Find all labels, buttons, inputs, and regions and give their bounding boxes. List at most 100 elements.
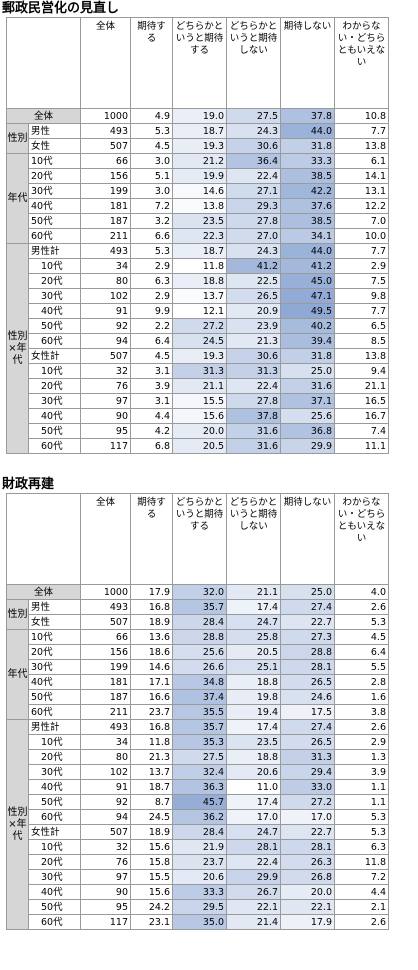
percent-cell: 19.9 <box>172 168 227 184</box>
percent-cell: 28.4 <box>172 614 227 630</box>
percent-cell: 39.4 <box>280 333 335 349</box>
percent-cell: 37.8 <box>226 408 281 424</box>
row-label: 10代 <box>28 629 81 645</box>
count-cell: 32 <box>80 839 131 855</box>
percent-cell: 23.7 <box>130 704 173 720</box>
table-row: 女性 507 18.9 28.4 24.7 22.7 5.3 <box>7 614 389 630</box>
header-row: 全体 期待する どちらかというと期待する どちらかというと期待しない 期待しない わからな… <box>6 17 389 109</box>
row-label: 20代 <box>28 644 81 660</box>
percent-cell: 26.3 <box>280 854 335 870</box>
percent-cell: 7.2 <box>130 198 173 214</box>
percent-cell: 7.7 <box>334 243 389 259</box>
percent-cell: 3.8 <box>334 704 389 720</box>
percent-cell: 21.1 <box>172 378 227 394</box>
percent-cell: 24.7 <box>226 614 281 630</box>
table-row: 30代 102 13.7 32.4 20.6 29.4 3.9 <box>7 764 389 780</box>
row-label: 20代 <box>28 378 81 394</box>
count-cell: 102 <box>80 288 131 304</box>
percent-cell: 8.5 <box>334 333 389 349</box>
table-row: 20代 156 18.6 25.6 20.5 28.8 6.4 <box>7 644 389 660</box>
row-group-label: 性別×年代 <box>6 719 29 930</box>
count-cell: 76 <box>80 854 131 870</box>
percent-cell: 29.3 <box>226 198 281 214</box>
percent-cell: 27.2 <box>172 318 227 334</box>
table-row: 50代 187 3.2 23.5 27.8 38.5 7.0 <box>7 213 389 229</box>
percent-cell: 15.6 <box>130 884 173 900</box>
table-row: 女性計 507 4.5 19.3 30.6 31.8 13.8 <box>7 348 389 364</box>
section-gap <box>0 454 418 476</box>
percent-cell: 14.6 <box>172 183 227 199</box>
table-row: 60代 211 23.7 35.5 19.4 17.5 3.8 <box>7 704 389 720</box>
percent-cell: 31.6 <box>280 378 335 394</box>
percent-cell: 2.1 <box>334 899 389 915</box>
row-label: 10代 <box>28 258 81 274</box>
percent-cell: 31.6 <box>226 423 281 439</box>
row-label: 50代 <box>28 899 81 915</box>
count-cell: 34 <box>80 258 131 274</box>
percent-cell: 2.8 <box>334 674 389 690</box>
percent-cell: 7.5 <box>334 273 389 289</box>
percent-cell: 31.6 <box>226 438 281 454</box>
percent-cell: 6.3 <box>334 839 389 855</box>
count-cell: 181 <box>80 674 131 690</box>
row-label: 60代 <box>28 809 81 825</box>
count-cell: 187 <box>80 213 131 229</box>
row-label: 20代 <box>28 273 81 289</box>
row-label: 30代 <box>28 764 81 780</box>
percent-cell: 5.3 <box>130 123 173 139</box>
count-cell: 97 <box>80 869 131 885</box>
crosstab-table: 全体 期待する どちらかというと期待する どちらかというと期待しない 期待しない わからな… <box>6 493 389 930</box>
count-cell: 102 <box>80 764 131 780</box>
percent-cell: 3.1 <box>130 363 173 379</box>
row-label: 40代 <box>28 674 81 690</box>
percent-cell: 3.0 <box>130 153 173 169</box>
row-label: 50代 <box>28 213 81 229</box>
percent-cell: 16.5 <box>334 393 389 409</box>
count-cell: 80 <box>80 749 131 765</box>
column-header: どちらかというと期待しない <box>226 493 281 585</box>
percent-cell: 20.9 <box>226 303 281 319</box>
percent-cell: 13.7 <box>172 288 227 304</box>
percent-cell: 49.5 <box>280 303 335 319</box>
count-cell: 181 <box>80 198 131 214</box>
table-row: 20代 80 21.3 27.5 18.8 31.3 1.3 <box>7 749 389 765</box>
percent-cell: 20.5 <box>172 438 227 454</box>
crosstab-table: 全体 期待する どちらかというと期待する どちらかというと期待しない 期待しない わからな… <box>6 17 389 454</box>
count-cell: 32 <box>80 363 131 379</box>
percent-cell: 35.5 <box>172 704 227 720</box>
percent-cell: 18.8 <box>226 674 281 690</box>
percent-cell: 21.4 <box>226 914 281 930</box>
percent-cell: 11.1 <box>334 438 389 454</box>
count-cell: 91 <box>80 303 131 319</box>
table-row: 年代 10代 66 13.6 28.8 25.8 27.3 4.5 <box>6 629 389 720</box>
percent-cell: 21.1 <box>334 378 389 394</box>
percent-cell: 11.8 <box>334 854 389 870</box>
row-label: 全体 <box>6 108 81 124</box>
row-label: 40代 <box>28 884 81 900</box>
percent-cell: 37.4 <box>172 689 227 705</box>
table-row: 50代 92 2.2 27.2 23.9 40.2 6.5 <box>7 318 389 334</box>
percent-cell: 30.6 <box>226 138 281 154</box>
percent-cell: 18.7 <box>172 243 227 259</box>
table-row: 60代 94 24.5 36.2 17.0 17.0 5.3 <box>7 809 389 825</box>
percent-cell: 1.6 <box>334 689 389 705</box>
percent-cell: 22.4 <box>226 854 281 870</box>
row-group-label: 年代 <box>6 629 29 720</box>
count-cell: 66 <box>80 153 131 169</box>
percent-cell: 6.8 <box>130 438 173 454</box>
count-cell: 117 <box>80 914 131 930</box>
column-header: どちらかというと期待する <box>172 493 227 585</box>
percent-cell: 6.1 <box>334 153 389 169</box>
percent-cell: 6.4 <box>334 644 389 660</box>
percent-cell: 24.5 <box>172 333 227 349</box>
count-cell: 117 <box>80 438 131 454</box>
row-label: 60代 <box>28 333 81 349</box>
percent-cell: 7.2 <box>334 869 389 885</box>
percent-cell: 4.2 <box>130 423 173 439</box>
percent-cell: 29.4 <box>280 764 335 780</box>
percent-cell: 11.0 <box>226 779 281 795</box>
percent-cell: 23.5 <box>172 213 227 229</box>
table-row: 年代 10代 66 3.0 21.2 36.4 33.3 6.1 <box>6 153 389 244</box>
percent-cell: 36.8 <box>280 423 335 439</box>
table-row: 40代 91 18.7 36.3 11.0 33.0 1.1 <box>7 779 389 795</box>
